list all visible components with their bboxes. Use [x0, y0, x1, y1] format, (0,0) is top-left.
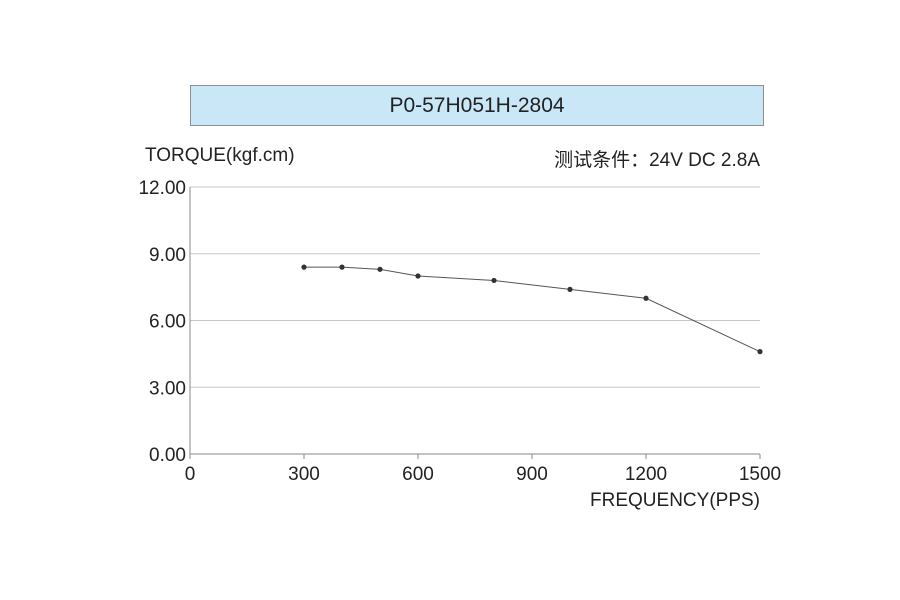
y-tick-label: 9.00	[149, 245, 186, 266]
tick-label-layer: 0.00 3.00 6.00 9.00 12.00 0 300 600 900 1200 1500	[138, 178, 781, 485]
x-tick-label: 300	[288, 464, 320, 485]
y-tick-label: 0.00	[149, 445, 186, 466]
x-tick-label: 1200	[625, 464, 667, 485]
series-layer	[301, 264, 763, 355]
x-tick-label: 600	[402, 464, 434, 485]
data-point	[757, 349, 763, 355]
x-axis-label: FREQUENCY(PPS)	[590, 490, 760, 511]
grid-layer	[190, 186, 760, 388]
test-condition-annotation: 测试条件：24V DC 2.8A	[554, 150, 760, 171]
data-point	[301, 264, 307, 270]
axis-layer	[189, 187, 761, 459]
y-tick-label: 12.00	[138, 178, 186, 199]
chart-title: P0-57H051H-2804	[190, 85, 764, 126]
torque-curve-line	[304, 266, 761, 353]
data-point	[491, 277, 497, 284]
y-axis-label: TORQUE(kgf.cm)	[145, 145, 295, 166]
data-point	[415, 273, 421, 279]
data-point	[377, 266, 383, 272]
data-point	[339, 264, 345, 270]
data-point	[567, 286, 573, 292]
y-tick-label: 6.00	[149, 312, 186, 333]
x-tick-label: 1500	[739, 464, 781, 485]
x-tick-label: 0	[185, 464, 196, 485]
x-tick-label: 900	[516, 464, 548, 485]
data-point	[643, 295, 649, 301]
y-tick-label: 3.00	[149, 378, 186, 399]
